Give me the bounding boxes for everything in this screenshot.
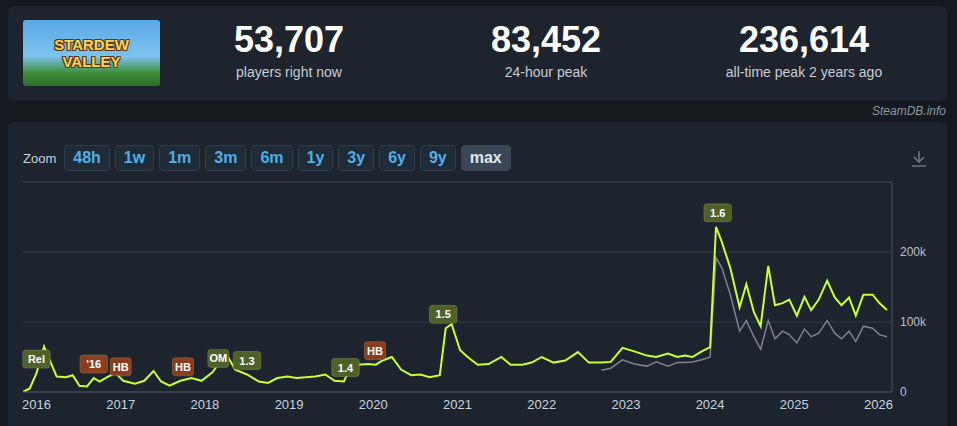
html-text:6m: 6m	[260, 149, 284, 166]
html-text:1w: 1w	[123, 149, 146, 166]
svg-text:'16: '16	[86, 358, 101, 370]
html-text:9y: 9y	[428, 149, 447, 166]
svg-text:HB: HB	[367, 345, 383, 357]
html-text:Zoom: Zoom	[23, 150, 57, 166]
html-text:3y: 3y	[347, 149, 366, 166]
html-text:3m: 3m	[214, 149, 238, 166]
svg-text:Rel: Rel	[28, 353, 45, 365]
svg-text:1.4: 1.4	[338, 362, 354, 374]
svg-text:2024: 2024	[696, 397, 725, 412]
svg-text:2021: 2021	[443, 397, 472, 412]
html-text:236,614: 236,614	[738, 19, 870, 60]
svg-text:2017: 2017	[106, 397, 135, 412]
svg-text:1.5: 1.5	[436, 308, 451, 320]
svg-text:HB: HB	[175, 361, 191, 373]
html-text:48h: 48h	[73, 149, 101, 166]
svg-text:1.3: 1.3	[239, 355, 254, 367]
html-text:1m: 1m	[168, 149, 192, 166]
svg-text:100k: 100k	[900, 315, 927, 329]
html-text:83,452: 83,452	[490, 19, 601, 60]
svg-text:2025: 2025	[780, 397, 809, 412]
html-text:max: max	[469, 149, 502, 166]
svg-text:2022: 2022	[527, 397, 556, 412]
svg-text:2018: 2018	[190, 397, 219, 412]
html-text:24-hour peak: 24-hour peak	[504, 64, 588, 80]
html-text:SteamDB.info: SteamDB.info	[872, 104, 946, 118]
svg-text:2023: 2023	[611, 397, 640, 412]
svg-text:2026: 2026	[864, 397, 893, 412]
html-text:53,707: 53,707	[233, 19, 344, 60]
html-text:players right now: players right now	[236, 64, 342, 80]
html-text:STARDEW VALLEY: STARDEW VALLEY	[54, 36, 129, 70]
svg-text:2019: 2019	[275, 397, 304, 412]
svg-text:OM: OM	[209, 352, 227, 364]
svg-text:200k: 200k	[900, 245, 927, 259]
svg-text:0: 0	[900, 385, 907, 399]
svg-text:2016: 2016	[22, 397, 51, 412]
html-text:6y: 6y	[388, 149, 406, 166]
html-text:1y: 1y	[306, 149, 325, 166]
html-text:all-time peak 2 years ago: all-time peak 2 years ago	[725, 64, 883, 80]
svg-text:2020: 2020	[359, 397, 388, 412]
svg-text:1.6: 1.6	[710, 207, 725, 219]
svg-text:HB: HB	[113, 361, 129, 373]
